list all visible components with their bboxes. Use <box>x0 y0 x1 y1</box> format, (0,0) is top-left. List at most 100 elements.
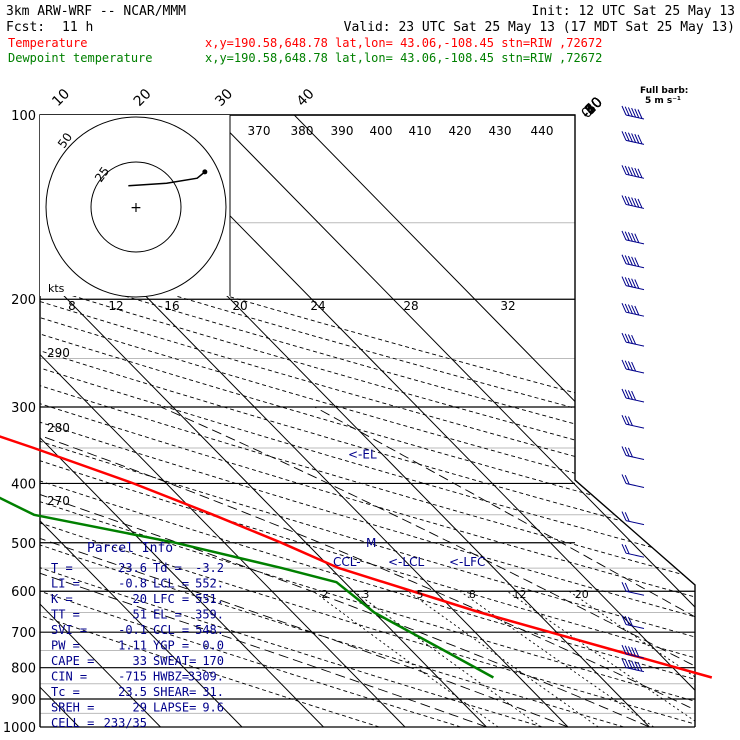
wind-barb-flag <box>624 165 630 176</box>
parcel-row-value: -3.2 <box>195 561 224 575</box>
wind-barb <box>621 302 645 317</box>
wind-barb-flag <box>621 276 627 286</box>
parcel-row-value: 23.5 <box>118 685 147 699</box>
pressure-label: 200 <box>11 293 36 308</box>
wind-barb <box>621 446 645 460</box>
wind-barb-flag <box>631 133 637 143</box>
wind-barb-flag <box>624 645 630 655</box>
wind-barb <box>621 359 645 374</box>
wind-barb-flag <box>634 198 640 208</box>
wind-barb-flag <box>627 196 633 207</box>
hodograph-ring <box>90 161 182 253</box>
parcel-row-key: K = <box>51 592 73 606</box>
wind-barb-flag <box>621 332 627 343</box>
wind-barb-flag <box>624 231 630 241</box>
wind-barb <box>621 511 645 526</box>
parcel-row-key: LFC = <box>153 592 189 606</box>
wind-barb-flag <box>637 661 643 672</box>
wind-speed-scale-label: 16 <box>164 299 179 313</box>
parcel-row-value: 548. <box>195 623 224 637</box>
wind-barb-flag <box>631 660 637 670</box>
dry-adiabat-label: 270 <box>47 494 70 508</box>
barb-legend-title: Full barb: <box>640 86 688 96</box>
wind-speed-scale-label: 24 <box>310 299 325 313</box>
wind-barb-flag <box>627 166 633 176</box>
wind-barb-flag <box>637 168 643 179</box>
wind-barb-flag <box>631 167 637 177</box>
wind-barb-flag <box>631 361 637 372</box>
isotherm-line <box>40 115 324 727</box>
wind-barb-flag <box>637 134 643 145</box>
wind-barb-flag <box>624 512 630 522</box>
wind-barb-flag <box>627 132 633 142</box>
mixing-ratio-label: 3 <box>362 588 369 601</box>
dewpoint-series-line <box>0 496 495 679</box>
isotherm-line <box>40 115 487 727</box>
parcel-level-marker: <-LFC <box>449 555 485 569</box>
wind-barb-flag <box>631 334 637 345</box>
wind-barb-flag <box>627 255 633 266</box>
parcel-row-value: 0.0 <box>202 639 224 653</box>
wind-barb-flag <box>627 646 633 656</box>
dry-adiabat-line <box>40 115 695 727</box>
wind-barb-flag <box>631 390 637 401</box>
parcel-row-key: TT = <box>51 608 80 622</box>
wind-barb-flag <box>624 333 630 343</box>
wind-barb <box>621 474 645 488</box>
wind-barb-flag <box>631 305 637 315</box>
wind-barb <box>621 644 645 659</box>
mixing-ratio-label: 8 <box>469 588 476 601</box>
parcel-row-key: PW = <box>51 639 80 653</box>
wind-barbs <box>621 105 645 673</box>
wind-barb-flag <box>621 230 627 241</box>
theta-label: 440 <box>531 124 554 138</box>
parcel-row-key: LAPSE= <box>153 701 196 715</box>
parcel-row-key: CAPE = <box>51 654 94 668</box>
mixing-ratio-line <box>407 590 599 727</box>
wind-barb-flag <box>634 305 640 316</box>
parcel-row-value: 170 <box>202 654 224 668</box>
temperature-series-line <box>0 435 713 679</box>
pressure-label: 900 <box>11 693 36 708</box>
wind-barb <box>621 254 645 269</box>
dry-adiabat-line <box>40 115 380 727</box>
wind-barb-flag <box>621 543 627 554</box>
wind-barb-flag <box>627 361 633 371</box>
parcel-row-key: SWEAT= <box>153 654 196 668</box>
parcel-row-value: 20 <box>133 592 147 606</box>
wind-barb-flag <box>621 474 627 484</box>
wind-barb-flag <box>621 446 627 456</box>
wind-barb <box>621 195 645 209</box>
dewpoint-legend: Dewpoint temperature <box>8 51 153 65</box>
parcel-info-title: Parcel Info <box>87 541 173 556</box>
dry-adiabat-line <box>40 115 695 727</box>
parcel-row-value: 9.6 <box>202 701 224 715</box>
dry-adiabat-label: 290 <box>47 346 70 360</box>
wind-barb <box>621 414 645 429</box>
wind-barb-flag <box>631 278 637 288</box>
wind-barb-flag <box>624 106 630 116</box>
wind-barb-flag <box>634 279 640 289</box>
wind-barb-flag <box>624 446 630 457</box>
parcel-row-key: LCL = <box>153 577 189 591</box>
wind-barb-flag <box>634 661 640 671</box>
wind-barb-flag <box>634 233 640 243</box>
moist-adiabat-line <box>40 406 487 727</box>
theta-label: 390 <box>331 124 354 138</box>
isotherm-line <box>40 115 243 727</box>
wind-barb-flag <box>634 167 640 178</box>
wind-barb <box>621 105 645 120</box>
hodograph-endpoint <box>202 169 208 175</box>
mixing-ratio-label: 20 <box>575 588 589 601</box>
wind-barb-flag <box>631 646 637 657</box>
wind-barb <box>621 276 645 291</box>
parcel-row-key: Tc = <box>51 685 80 699</box>
isotherm-line <box>40 115 406 727</box>
wind-barb-flag <box>637 198 643 209</box>
wind-barb-flag <box>621 105 627 116</box>
parcel-row-value: -0.1 <box>118 623 147 637</box>
wind-barb-flag <box>624 389 630 399</box>
parcel-row-value: 233/35 <box>104 716 147 730</box>
parcel-row-value: 359. <box>195 608 224 622</box>
